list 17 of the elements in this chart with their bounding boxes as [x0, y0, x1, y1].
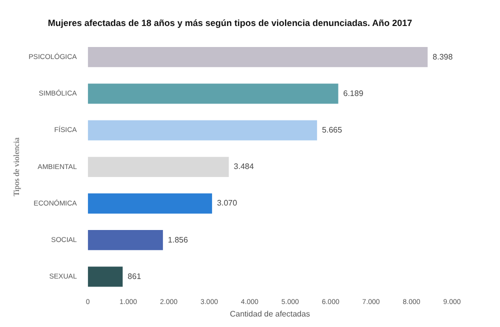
bar	[88, 230, 163, 250]
data-label: 861	[128, 272, 142, 281]
bar	[88, 120, 318, 140]
data-label: 1.856	[168, 235, 189, 244]
bar	[88, 266, 123, 287]
data-label: 6.189	[343, 88, 364, 98]
bar	[88, 84, 338, 104]
data-label: 8.398	[432, 52, 454, 62]
data-label: 3.484	[234, 162, 254, 172]
data-label: 5.665	[322, 126, 343, 135]
x-axis-title: Cantidad de afectadas	[230, 309, 310, 318]
bar	[88, 47, 428, 68]
data-label: 3.070	[217, 198, 238, 208]
y-axis-title: Tipos de violencia	[12, 137, 21, 196]
chart-title: Mujeres afectadas de 18 años y más según tipos de violencia denunciadas. Año 2017	[48, 18, 412, 28]
bar	[88, 156, 229, 177]
bar	[88, 193, 212, 214]
